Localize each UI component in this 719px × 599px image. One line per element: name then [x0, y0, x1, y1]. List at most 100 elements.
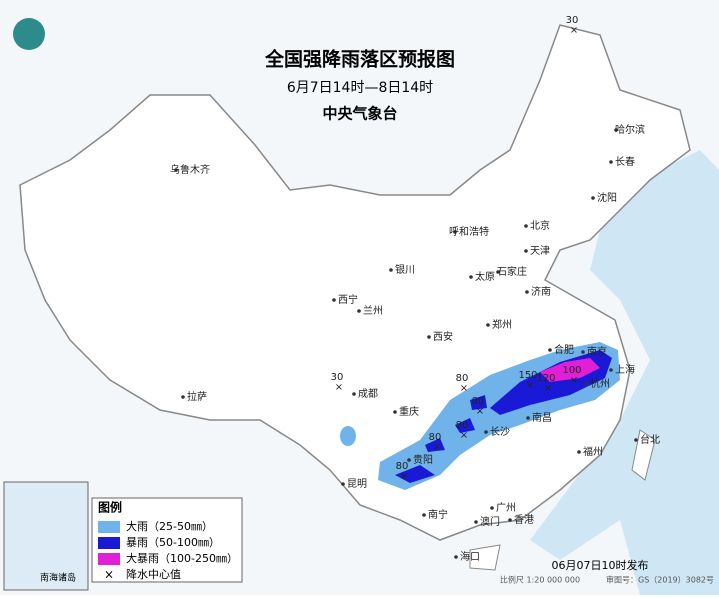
city-label: 呼和浩特 — [449, 226, 489, 238]
scale: 比例尺 1:20 000 000 — [500, 575, 580, 585]
city-dot — [581, 350, 585, 354]
legend-label: 暴雨（50-100㎜） — [126, 536, 220, 549]
city-dot — [591, 196, 595, 200]
city-label: 成都 — [358, 388, 378, 400]
center-marker: × — [400, 471, 408, 482]
city-dot — [525, 290, 529, 294]
city-label: 济南 — [531, 285, 551, 298]
inset-label: 南海诸岛 — [40, 572, 76, 584]
center-value: 100 — [562, 365, 581, 376]
title: 全国强降雨落区预报图 — [264, 48, 455, 71]
city-dot — [427, 335, 431, 339]
city-dot — [486, 323, 490, 327]
city-label: 天津 — [530, 245, 550, 257]
city-label: 西宁 — [338, 293, 358, 306]
city-label: 贵阳 — [413, 453, 433, 466]
center-marker: × — [335, 382, 343, 393]
city-label: 福州 — [583, 445, 603, 458]
approval: 审图号：GS（2019）3082号 — [606, 575, 714, 585]
city-dot — [469, 275, 473, 279]
center-marker: × — [570, 25, 578, 36]
center-value: 120 — [536, 373, 555, 384]
city-dot — [496, 270, 500, 274]
legend-swatch — [98, 553, 120, 565]
city-label: 兰州 — [363, 304, 383, 317]
city-label: 海口 — [460, 550, 480, 563]
city-dot — [407, 458, 411, 462]
city-label: 石家庄 — [497, 265, 527, 278]
city-label: 银川 — [395, 263, 415, 276]
legend-marker: × — [104, 568, 114, 582]
rainstorm-area — [395, 395, 487, 483]
center-marker: × — [460, 383, 468, 394]
city-label: 广州 — [496, 502, 516, 514]
center-marker: × — [544, 383, 552, 394]
center-value: 30 — [331, 372, 344, 383]
city-label: 哈尔滨 — [615, 123, 645, 136]
city-dot — [609, 368, 613, 372]
city-dot — [352, 392, 356, 396]
city-label: 郑州 — [492, 318, 512, 331]
center-value: 80 — [396, 461, 409, 472]
issued: 06月07日10时发布 — [552, 558, 649, 572]
center-marker: × — [476, 406, 484, 417]
city-dot — [508, 518, 512, 522]
city-label: 杭州 — [590, 377, 610, 390]
city-label: 长春 — [615, 156, 635, 168]
subtitle: 6月7日14时—8日14时 — [287, 80, 433, 96]
hainan — [469, 544, 501, 571]
inset-map — [3, 481, 89, 591]
downpour-area — [540, 358, 600, 382]
legend-swatch — [98, 537, 120, 549]
agency: 中央气象台 — [322, 105, 397, 123]
city-label: 沈阳 — [597, 191, 617, 204]
legend-title: 图例 — [98, 500, 122, 515]
city-dot — [609, 160, 613, 164]
city-dot — [524, 224, 528, 228]
city-dot — [389, 268, 393, 272]
city-dot — [548, 348, 552, 352]
city-dot — [453, 230, 457, 234]
center-marker: × — [570, 375, 578, 386]
city-label: 南昌 — [532, 411, 552, 424]
city-label: 西安 — [433, 330, 453, 343]
taiwan — [631, 429, 656, 481]
city-dot — [584, 382, 588, 386]
center-value: 150 — [518, 370, 537, 381]
city-label: 台北 — [640, 433, 660, 446]
heavy-rain-area — [340, 426, 356, 446]
center-marker: × — [433, 442, 441, 453]
city-label: 上海 — [615, 363, 635, 376]
city-dot — [634, 438, 638, 442]
city-dot — [422, 513, 426, 517]
legend-label: 降水中心值 — [126, 567, 181, 581]
city-dot — [484, 430, 488, 434]
city-dot — [393, 410, 397, 414]
city-label: 拉萨 — [187, 390, 207, 403]
center-value: 80 — [472, 396, 485, 407]
city-label: 南宁 — [428, 508, 448, 521]
city-dot — [357, 309, 361, 313]
city-label: 昆明 — [347, 478, 367, 490]
city-label: 长沙 — [490, 426, 510, 438]
city-dot — [577, 450, 581, 454]
city-label: 香港 — [514, 514, 534, 526]
center-marker: × — [460, 430, 468, 441]
city-label: 澳门 — [480, 515, 500, 528]
city-label: 合肥 — [554, 343, 574, 356]
legend-label: 大雨（25-50㎜） — [126, 519, 213, 533]
logo — [13, 18, 45, 50]
city-dot — [454, 555, 458, 559]
city-label: 重庆 — [399, 405, 419, 418]
center-value: 80 — [456, 373, 469, 384]
city-dot — [526, 416, 530, 420]
city-dot — [474, 520, 478, 524]
center-value: 30 — [566, 15, 579, 26]
city-dot — [181, 395, 185, 399]
city-label: 太原 — [475, 270, 495, 283]
city-dot — [490, 506, 494, 510]
center-value: 80 — [456, 420, 469, 431]
center-marker: × — [526, 380, 534, 391]
city-label: 北京 — [530, 219, 550, 232]
